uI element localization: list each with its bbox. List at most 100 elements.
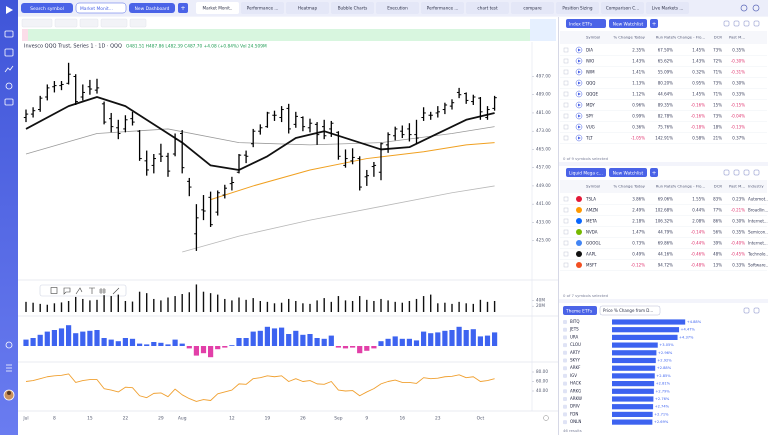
panel-icon[interactable]	[743, 169, 750, 176]
theme-tab[interactable]	[563, 306, 597, 315]
row-checkbox[interactable]	[563, 196, 569, 202]
row-checkbox[interactable]	[563, 91, 569, 97]
play-icon[interactable]	[575, 123, 583, 131]
dashboard-tab-label[interactable]: Performance ...	[247, 5, 279, 10]
dashboard-tab-label[interactable]: Bubble Charts	[338, 5, 368, 10]
dashboard-tab-label[interactable]: Heatmap	[298, 5, 318, 10]
new-dashboard-label[interactable]: New Dashboard	[135, 6, 170, 12]
symbol-cell[interactable]: QQQ	[586, 80, 595, 85]
tool-icon[interactable]	[112, 287, 120, 295]
new-dashboard-button[interactable]	[129, 3, 175, 13]
row-checkbox[interactable]	[563, 135, 569, 141]
play-icon[interactable]	[575, 46, 583, 54]
add-dashboard-label[interactable]: +	[180, 5, 185, 12]
symbol-cell[interactable]: IWM	[586, 69, 595, 74]
symbol-cell[interactable]: QQQE	[586, 91, 598, 96]
row-checkbox[interactable]	[563, 251, 569, 257]
theme-symbol[interactable]: IGV	[570, 373, 577, 378]
theme-symbol[interactable]: ARKG	[570, 388, 581, 393]
theme-symbol[interactable]: BITQ	[570, 319, 580, 324]
tool-icon[interactable]	[75, 287, 83, 295]
panel-icon[interactable]	[733, 169, 740, 176]
panel-icon[interactable]	[753, 20, 760, 27]
row-checkbox[interactable]	[563, 262, 569, 268]
symbol-cell[interactable]: TLT	[585, 135, 593, 140]
watchlist-tab[interactable]	[566, 19, 606, 28]
settings-icon[interactable]	[5, 341, 13, 349]
symbol-cell[interactable]: IWO	[586, 58, 594, 63]
chart-control[interactable]	[21, 18, 53, 28]
chart-control[interactable]	[79, 18, 99, 28]
symbol-cell[interactable]: SPY	[586, 113, 594, 118]
new-watchlist-label[interactable]: New Watchlist	[613, 170, 644, 176]
symbol-cell[interactable]: MDY	[586, 102, 595, 107]
panel-icon[interactable]	[753, 169, 760, 176]
metric-select[interactable]	[599, 305, 661, 316]
play-icon[interactable]	[575, 90, 583, 98]
tool-icon[interactable]	[89, 287, 95, 294]
row-checkbox[interactable]	[563, 113, 569, 119]
nav-icon[interactable]	[4, 65, 14, 73]
tool-icon[interactable]	[63, 287, 71, 295]
panel-icon[interactable]	[743, 307, 750, 314]
dashboard-tab-label[interactable]: Execution	[387, 5, 408, 10]
panel-icon[interactable]	[733, 20, 740, 27]
row-checkbox[interactable]	[563, 229, 569, 235]
symbol-cell[interactable]: AAPL	[586, 251, 597, 256]
menu-icon[interactable]	[6, 364, 12, 372]
add-dashboard-button[interactable]	[178, 3, 188, 13]
search-label[interactable]: Search symbol	[30, 6, 64, 12]
theme-symbol[interactable]: ONLN	[570, 419, 581, 424]
theme-symbol[interactable]: FDN	[570, 411, 578, 416]
theme-symbol[interactable]: ARKW	[570, 396, 582, 401]
theme-symbol[interactable]: JETS	[569, 327, 579, 332]
chart-control[interactable]	[129, 18, 147, 28]
dashboard-tab[interactable]	[601, 2, 644, 14]
add-watchlist-button[interactable]	[650, 168, 658, 177]
dashboard-tab[interactable]	[646, 2, 689, 14]
play-icon[interactable]	[575, 134, 583, 142]
new-watchlist-label[interactable]: New Watchlist	[613, 21, 644, 27]
theme-symbol[interactable]: HACK	[570, 381, 581, 386]
notification-icon[interactable]	[752, 4, 760, 12]
dashboard-tab-label[interactable]: chart test	[477, 5, 498, 10]
watchlist-tab[interactable]	[566, 168, 606, 177]
new-watchlist-button[interactable]	[609, 168, 647, 177]
chart-control[interactable]	[100, 18, 128, 28]
add-watchlist-button[interactable]	[650, 19, 658, 28]
symbol-cell[interactable]: AMZN	[586, 207, 598, 212]
tool-icon[interactable]	[50, 287, 58, 294]
dashboard-tab-label[interactable]: Market Monit..	[202, 5, 232, 10]
row-checkbox[interactable]	[563, 80, 569, 86]
row-checkbox[interactable]	[563, 218, 569, 224]
row-checkbox[interactable]	[563, 124, 569, 130]
symbol-cell[interactable]: DIA	[586, 47, 593, 52]
theme-symbol[interactable]: ARTY	[570, 350, 581, 355]
symbol-cell[interactable]: META	[586, 218, 597, 223]
panel-icon[interactable]	[743, 20, 750, 27]
dashboard-tab[interactable]	[511, 2, 554, 14]
add-watchlist-label[interactable]: +	[652, 21, 657, 27]
row-checkbox[interactable]	[563, 69, 569, 75]
nav-icon[interactable]	[4, 98, 14, 106]
theme-symbol[interactable]: CLOU	[570, 342, 581, 347]
dashboard-tab[interactable]	[466, 2, 509, 14]
play-icon[interactable]	[575, 112, 583, 120]
nav-icon[interactable]	[5, 82, 13, 90]
watchlist-tab-label[interactable]: Index ETFs	[569, 21, 593, 27]
symbol-cell[interactable]: MSFT	[586, 262, 597, 267]
dashboard-tab[interactable]	[241, 2, 284, 14]
dashboard-tab[interactable]	[196, 2, 239, 14]
theme-symbol[interactable]: URA	[570, 334, 579, 339]
dashboard-tab[interactable]	[286, 2, 329, 14]
nav-icon[interactable]	[4, 48, 14, 57]
dashboard-tab-label[interactable]: compare	[523, 5, 542, 10]
symbol-cell[interactable]: NVDA	[586, 229, 598, 234]
help-icon[interactable]	[740, 4, 748, 12]
search-button[interactable]	[21, 3, 73, 13]
watchlist-tab-label[interactable]: Liquid Mega c...	[569, 170, 603, 176]
new-watchlist-button[interactable]	[609, 19, 647, 28]
row-checkbox[interactable]	[563, 102, 569, 108]
row-checkbox[interactable]	[563, 47, 569, 53]
play-icon[interactable]	[575, 79, 583, 87]
